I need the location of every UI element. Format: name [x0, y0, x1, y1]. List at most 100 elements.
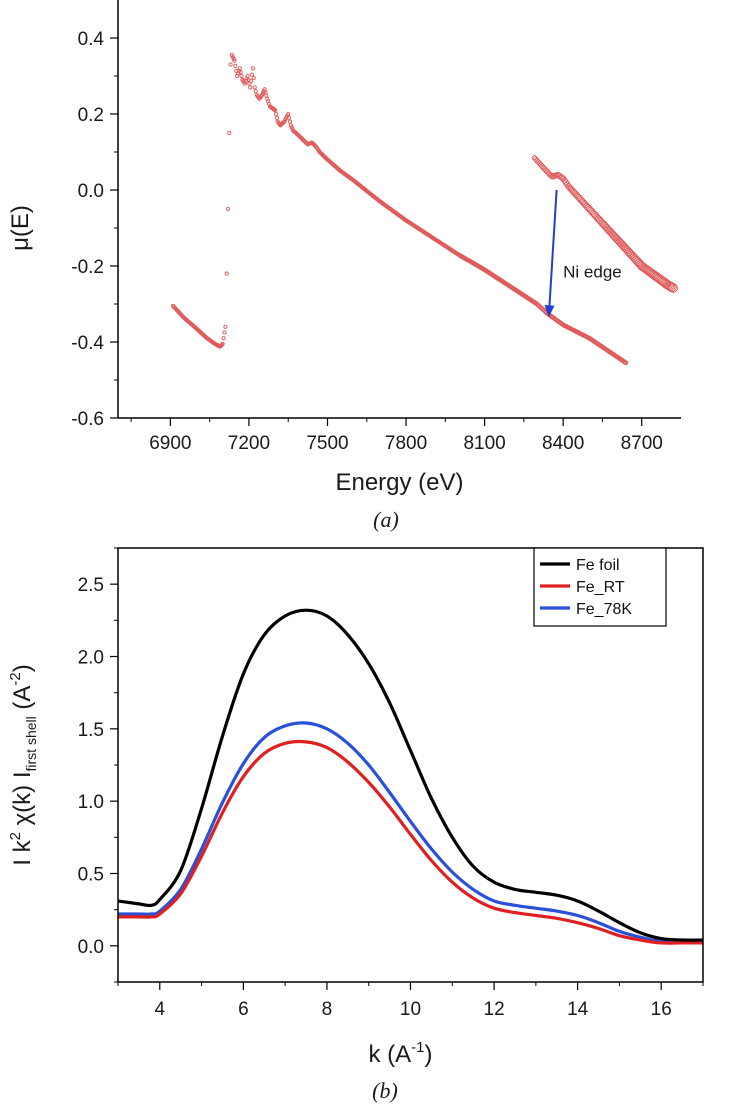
- y-tick-label: 1.5: [78, 720, 104, 741]
- legend-label-fe-rt: Fe_RT: [576, 579, 625, 596]
- panel-b-label: (b): [372, 1078, 398, 1103]
- y-tick-label: 0.0: [78, 937, 104, 958]
- data-point: [233, 63, 238, 68]
- x-tick-label: 4: [154, 999, 165, 1020]
- data-point: [273, 108, 278, 113]
- panel-a-label: (a): [373, 507, 399, 532]
- panel-a-series-1: [170, 53, 629, 366]
- data-point: [223, 324, 228, 329]
- legend-label-fe-foil: Fe foil: [576, 557, 620, 574]
- panel-a-x-axis-title: Energy (eV): [335, 469, 463, 496]
- x-tick-label: 8400: [542, 433, 584, 454]
- y-title-sub: first shell: [23, 716, 39, 771]
- ni-edge-arrow: [548, 189, 558, 306]
- data-point: [248, 85, 253, 90]
- panel-b-x-axis-title: k (A-1): [368, 1039, 432, 1068]
- x-tick-label: 8700: [621, 433, 663, 454]
- data-point: [609, 230, 617, 239]
- ni-edge-arrowhead: [544, 305, 555, 318]
- data-point: [251, 75, 256, 80]
- legend-label-fe-78k: Fe_78K: [576, 601, 632, 618]
- data-point: [281, 120, 286, 125]
- x-tick-label: 8100: [463, 433, 505, 454]
- data-point: [232, 58, 237, 63]
- x-tick-label: 10: [400, 999, 421, 1020]
- data-point: [227, 130, 232, 136]
- x-title-main: k (A: [368, 1041, 411, 1068]
- x-title-end: ): [425, 1041, 433, 1068]
- x-tick-label: 14: [567, 999, 589, 1020]
- data-point: [600, 220, 608, 229]
- data-point: [249, 79, 254, 84]
- data-point: [252, 85, 257, 90]
- data-point: [611, 233, 620, 242]
- y-title-p3: (A: [9, 686, 36, 717]
- y-tick-label: -0.4: [71, 333, 104, 354]
- x-tick-label: 8: [322, 999, 333, 1020]
- panel-b-chart: 4 6 8 10 12 14 16 0.0 0.5 1.0 1.5 2.0 2.5 Fe foil Fe_…: [7, 547, 704, 1103]
- data-point: [274, 115, 279, 120]
- panel-a-series-2: [531, 155, 678, 293]
- y-title-p4: ): [9, 664, 36, 672]
- x-tick-label: 16: [651, 999, 672, 1020]
- y-title-p2: χ(k) I: [9, 771, 36, 832]
- data-point: [668, 283, 678, 293]
- data-point: [245, 73, 250, 79]
- x-tick-label: 12: [484, 999, 505, 1020]
- data-point: [249, 72, 255, 77]
- data-point: [605, 226, 613, 235]
- y-title-sup2: -2: [7, 672, 24, 685]
- data-point: [607, 229, 616, 238]
- x-title-sup: -1: [411, 1039, 424, 1056]
- data-point: [264, 93, 269, 98]
- data-point: [273, 111, 279, 117]
- panel-a-chart: Ni edge 6900 7200 7500 7800 8100 8400 8700 -0.6…: [7, 0, 681, 532]
- y-title-p1: I k: [9, 839, 36, 865]
- data-point: [239, 73, 244, 79]
- ni-edge-label: Ni edge: [563, 262, 622, 281]
- y-tick-label: 0.0: [78, 181, 104, 202]
- data-point: [228, 62, 233, 67]
- data-point: [225, 206, 231, 212]
- y-tick-label: 0.4: [78, 29, 105, 50]
- x-tick-label: 7500: [306, 433, 348, 454]
- data-point: [253, 89, 258, 94]
- y-tick-label: 2.5: [78, 575, 104, 596]
- data-point: [665, 281, 676, 292]
- panel-a-axes: 6900 7200 7500 7800 8100 8400 8700 -0.6 -0.4 -0.2…: [71, 0, 681, 454]
- data-point: [666, 282, 677, 293]
- data-point: [606, 227, 615, 236]
- panel-b-axes: 4 6 8 10 12 14 16 0.0 0.5 1.0 1.5 2.0 2.5: [78, 547, 704, 1020]
- panel-b-y-axis-title: I k2 χ(k) Ifirst shell (A-2): [7, 664, 39, 866]
- y-tick-label: 0.2: [78, 105, 104, 126]
- y-tick-label: 2.0: [78, 648, 104, 669]
- series-line-fe-78k: [117, 721, 703, 944]
- data-point: [238, 70, 243, 75]
- data-point: [598, 219, 607, 228]
- data-point: [224, 271, 229, 276]
- data-point: [531, 155, 538, 161]
- x-tick-label: 6: [238, 999, 249, 1020]
- data-point: [250, 66, 255, 71]
- data-point: [220, 341, 225, 346]
- panel-b-legend: Fe foil Fe_RT Fe_78K: [533, 547, 667, 627]
- data-point: [610, 232, 619, 241]
- data-point: [623, 360, 629, 366]
- y-tick-label: -0.6: [71, 409, 104, 430]
- data-point: [287, 115, 292, 120]
- data-point: [173, 306, 178, 312]
- series-line-fe-foil: [117, 608, 704, 942]
- y-tick-label: -0.2: [71, 257, 104, 278]
- series-line-fe-rt: [118, 739, 703, 945]
- panel-b-series-layer: [117, 608, 704, 945]
- data-point: [222, 330, 227, 335]
- data-point: [231, 56, 236, 61]
- x-tick-label: 7200: [228, 433, 270, 454]
- y-title-sup1: 2: [7, 832, 24, 840]
- data-point: [265, 96, 270, 101]
- data-point: [612, 234, 621, 243]
- x-tick-label: 7800: [385, 433, 427, 454]
- y-tick-label: 0.5: [78, 865, 104, 886]
- ni-edge-annotation: Ni edge: [544, 189, 622, 318]
